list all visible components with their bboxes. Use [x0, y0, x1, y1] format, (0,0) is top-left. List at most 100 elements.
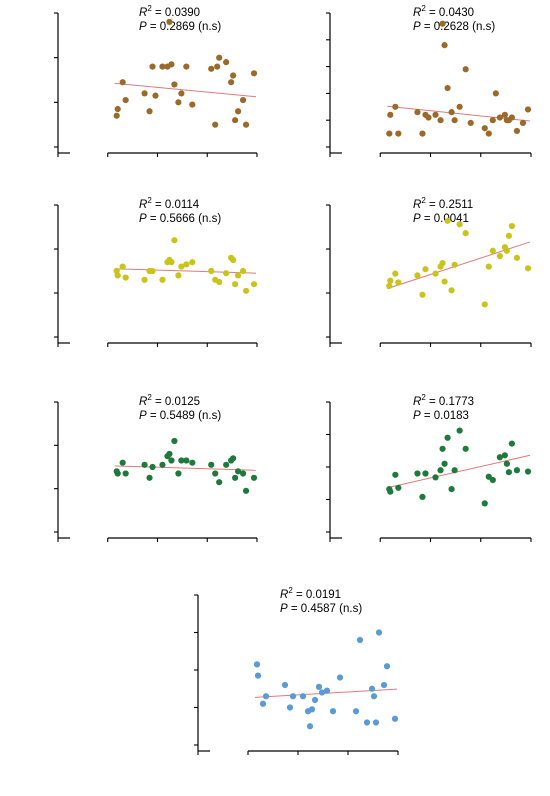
panel-c: R2 = 0.0114 P = 0.5666 (n.s) [54, 196, 258, 347]
data-point [395, 130, 402, 137]
data-point [392, 471, 399, 478]
data-point [230, 455, 237, 462]
data-point [444, 217, 451, 224]
data-point [259, 700, 267, 707]
data-point [492, 90, 499, 97]
data-point [508, 440, 516, 447]
data-point [505, 232, 512, 239]
data-point [432, 474, 439, 481]
data-point [234, 468, 242, 475]
data-point [114, 105, 121, 113]
data-point [441, 460, 448, 467]
data-point [432, 111, 439, 118]
data-point [232, 281, 239, 288]
data-point [208, 461, 215, 468]
trend-line [114, 268, 257, 274]
data-point [444, 434, 451, 441]
r2-annotation: R2 = 0.0191 [280, 586, 341, 601]
data-point [456, 427, 463, 434]
data-point [114, 470, 121, 477]
data-point [467, 119, 474, 126]
data-point [216, 479, 223, 486]
data-point [387, 277, 394, 284]
data-point [505, 469, 512, 476]
data-point [414, 109, 421, 116]
data-point [363, 719, 371, 726]
data-point [501, 111, 508, 118]
data-point [456, 221, 463, 228]
data-point [239, 267, 247, 275]
data-point [228, 79, 235, 86]
data-point [223, 461, 230, 468]
data-point [216, 54, 223, 61]
data-point [485, 263, 492, 270]
data-point [208, 267, 215, 275]
data-point [223, 59, 230, 66]
data-point [149, 463, 156, 471]
data-point [289, 693, 297, 700]
data-point [152, 92, 159, 99]
p-annotation: P = 0.4587 (n.s) [280, 603, 362, 615]
data-point [370, 693, 378, 700]
data-point [425, 114, 432, 121]
data-point [323, 687, 331, 694]
p-annotation: P = 0.0041 [413, 213, 469, 225]
data-point [503, 247, 510, 254]
data-point [242, 121, 250, 128]
data-point [242, 487, 250, 494]
data-point [141, 461, 148, 468]
data-point [171, 237, 178, 244]
data-point [171, 81, 178, 88]
trend-line [114, 465, 257, 471]
data-point [481, 500, 488, 507]
data-point [232, 474, 239, 481]
data-point [439, 445, 446, 452]
trend-line [114, 82, 257, 98]
panel-g: R2 = 0.0191 P = 0.4587 (n.s) [194, 586, 399, 755]
data-point [254, 672, 262, 679]
data-point [281, 681, 289, 689]
data-point [212, 121, 219, 128]
data-point [481, 125, 488, 132]
data-point [250, 70, 258, 77]
data-point [141, 276, 148, 283]
data-point [183, 457, 190, 464]
data-point [208, 65, 215, 72]
data-point [441, 278, 448, 285]
data-point [113, 112, 120, 119]
data-point [175, 272, 182, 279]
data-point [368, 685, 376, 692]
data-point [513, 254, 521, 261]
p-annotation: P = 0.2628 (n.s) [413, 21, 495, 33]
panel-d: R2 = 0.2511 P = 0.0041 [326, 196, 532, 347]
r2-annotation: R2 = 0.0430 [413, 4, 474, 19]
data-point [448, 109, 455, 116]
data-point [387, 488, 394, 495]
data-point [178, 263, 185, 270]
panel-b: R2 = 0.0430 P = 0.2628 (n.s) [326, 4, 532, 157]
data-point [119, 79, 126, 86]
data-point [489, 247, 496, 254]
data-point [462, 445, 469, 452]
data-point [437, 117, 444, 124]
data-point [448, 287, 455, 294]
data-point [392, 270, 399, 277]
data-point [356, 636, 364, 644]
data-point [444, 84, 451, 92]
data-point [432, 270, 439, 277]
panel-e: R2 = 0.0125 P = 0.5489 (n.s) [54, 393, 258, 542]
data-point [168, 61, 175, 68]
data-point [441, 42, 448, 49]
data-point [250, 281, 258, 288]
data-point [519, 119, 527, 126]
data-point [496, 114, 503, 121]
data-point [414, 272, 421, 279]
data-point [372, 719, 380, 726]
data-point [122, 470, 129, 477]
data-point [422, 470, 429, 477]
data-point [216, 278, 223, 286]
data-point [232, 117, 239, 124]
data-point [306, 723, 314, 730]
data-point [166, 18, 173, 26]
data-point [508, 114, 516, 121]
